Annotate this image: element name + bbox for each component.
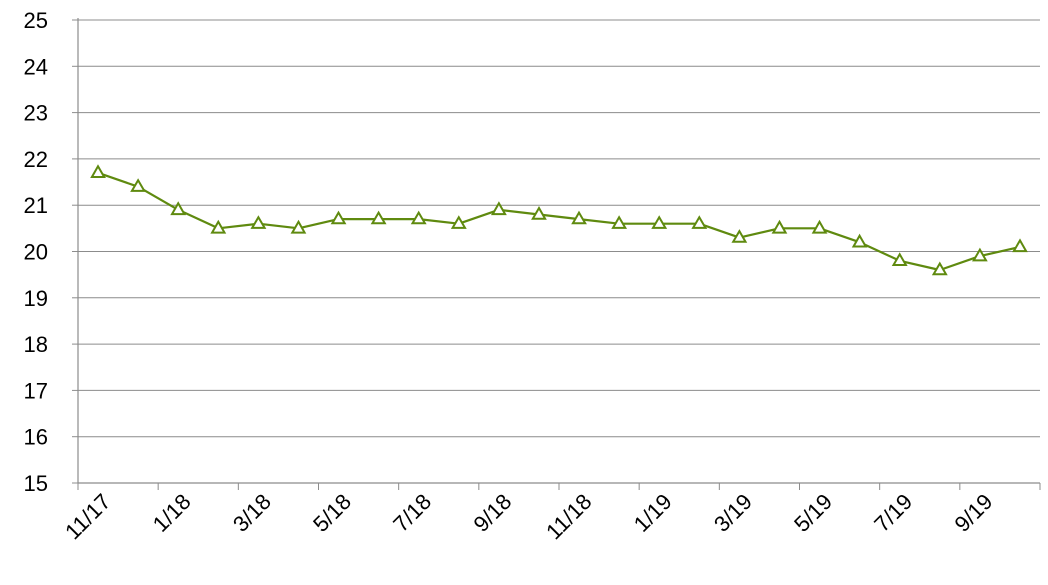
y-tick-label: 15 bbox=[24, 471, 48, 496]
data-point-marker bbox=[771, 219, 788, 234]
x-tick-label: 7/18 bbox=[388, 489, 436, 537]
data-point-marker bbox=[691, 215, 708, 229]
y-tick-label: 20 bbox=[24, 240, 48, 265]
y-tick-label: 21 bbox=[24, 193, 48, 218]
data-point-marker bbox=[571, 210, 587, 225]
y-tick-label: 22 bbox=[24, 147, 48, 172]
y-tick-label: 16 bbox=[24, 425, 48, 450]
y-tick-label: 17 bbox=[24, 378, 48, 403]
data-point-marker bbox=[1012, 238, 1028, 253]
x-tick-label: 11/17 bbox=[60, 489, 115, 544]
axes bbox=[72, 18, 1041, 490]
gridlines bbox=[78, 19, 1040, 438]
data-point-marker bbox=[290, 219, 307, 234]
data-point-marker bbox=[250, 215, 267, 229]
series-layer bbox=[90, 164, 1028, 276]
y-tick-label: 25 bbox=[24, 8, 48, 33]
x-tick-label: 1/18 bbox=[148, 489, 196, 537]
data-point-marker bbox=[490, 201, 507, 216]
x-tick-label: 5/19 bbox=[789, 489, 837, 537]
data-point-marker bbox=[971, 247, 988, 262]
x-tick-label: 9/19 bbox=[949, 489, 997, 537]
data-point-marker bbox=[731, 229, 748, 243]
data-point-marker bbox=[651, 215, 668, 229]
data-point-marker bbox=[611, 215, 628, 229]
series-line bbox=[97, 171, 1021, 272]
data-point-marker bbox=[210, 219, 227, 234]
data-point-marker bbox=[450, 215, 467, 229]
data-point-marker bbox=[851, 233, 868, 248]
y-tick-label: 23 bbox=[24, 101, 48, 126]
data-point-marker bbox=[811, 219, 828, 234]
data-point-marker bbox=[130, 178, 147, 192]
x-tick-label: 7/19 bbox=[869, 489, 917, 537]
x-tick-labels: 11/17 1/18 3/18 5/18 7/18 9/18 11/18 1/19 3/19 5/… bbox=[60, 489, 997, 544]
data-point-marker bbox=[531, 205, 547, 220]
y-tick-label: 19 bbox=[24, 286, 48, 311]
data-point-marker bbox=[891, 252, 908, 266]
data-point-marker bbox=[410, 210, 427, 225]
x-tick-label: 11/18 bbox=[541, 489, 596, 544]
data-point-marker bbox=[370, 210, 387, 225]
y-tick-label: 18 bbox=[24, 332, 48, 357]
data-point-marker bbox=[330, 210, 347, 225]
y-tick-label: 24 bbox=[24, 54, 48, 79]
x-tick-label: 9/18 bbox=[468, 489, 516, 537]
x-tick-label: 1/19 bbox=[629, 489, 677, 537]
data-point-marker bbox=[170, 201, 187, 216]
x-tick-label: 3/18 bbox=[228, 489, 276, 537]
data-point-marker bbox=[90, 164, 106, 178]
x-tick-label: 3/19 bbox=[709, 489, 757, 537]
data-point-marker bbox=[931, 261, 948, 276]
y-tick-labels: 15 16 17 18 19 20 21 22 23 24 25 bbox=[24, 8, 48, 496]
x-tick-label: 5/18 bbox=[308, 489, 356, 537]
